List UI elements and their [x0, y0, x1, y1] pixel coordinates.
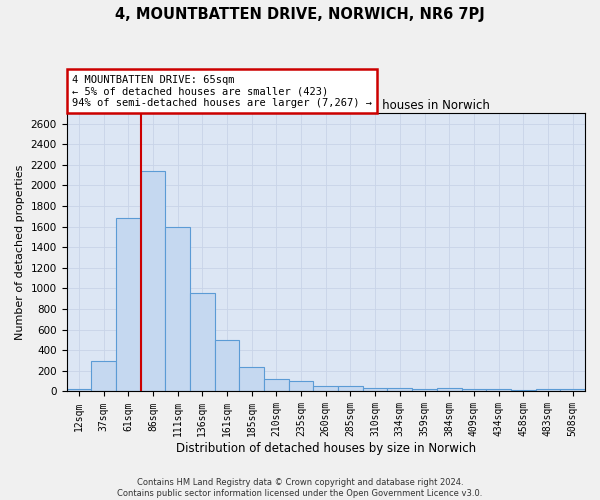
Bar	[215, 340, 239, 392]
Bar	[165, 226, 190, 392]
Bar	[511, 390, 536, 392]
Bar	[338, 386, 363, 392]
Bar	[91, 361, 116, 392]
Bar	[461, 390, 486, 392]
Bar	[190, 292, 215, 392]
Bar	[116, 218, 140, 392]
Bar	[437, 388, 461, 392]
Text: 4 MOUNTBATTEN DRIVE: 65sqm
← 5% of detached houses are smaller (423)
94% of semi: 4 MOUNTBATTEN DRIVE: 65sqm ← 5% of detac…	[72, 74, 372, 108]
Title: Size of property relative to detached houses in Norwich: Size of property relative to detached ho…	[161, 99, 490, 112]
Text: Contains HM Land Registry data © Crown copyright and database right 2024.
Contai: Contains HM Land Registry data © Crown c…	[118, 478, 482, 498]
Bar	[140, 171, 165, 392]
X-axis label: Distribution of detached houses by size in Norwich: Distribution of detached houses by size …	[176, 442, 476, 455]
Bar	[313, 386, 338, 392]
Bar	[486, 389, 511, 392]
Bar	[560, 389, 585, 392]
Bar	[264, 379, 289, 392]
Y-axis label: Number of detached properties: Number of detached properties	[15, 164, 25, 340]
Bar	[289, 381, 313, 392]
Bar	[239, 368, 264, 392]
Bar	[412, 390, 437, 392]
Bar	[388, 388, 412, 392]
Text: 4, MOUNTBATTEN DRIVE, NORWICH, NR6 7PJ: 4, MOUNTBATTEN DRIVE, NORWICH, NR6 7PJ	[115, 8, 485, 22]
Bar	[363, 388, 388, 392]
Bar	[67, 389, 91, 392]
Bar	[536, 390, 560, 392]
